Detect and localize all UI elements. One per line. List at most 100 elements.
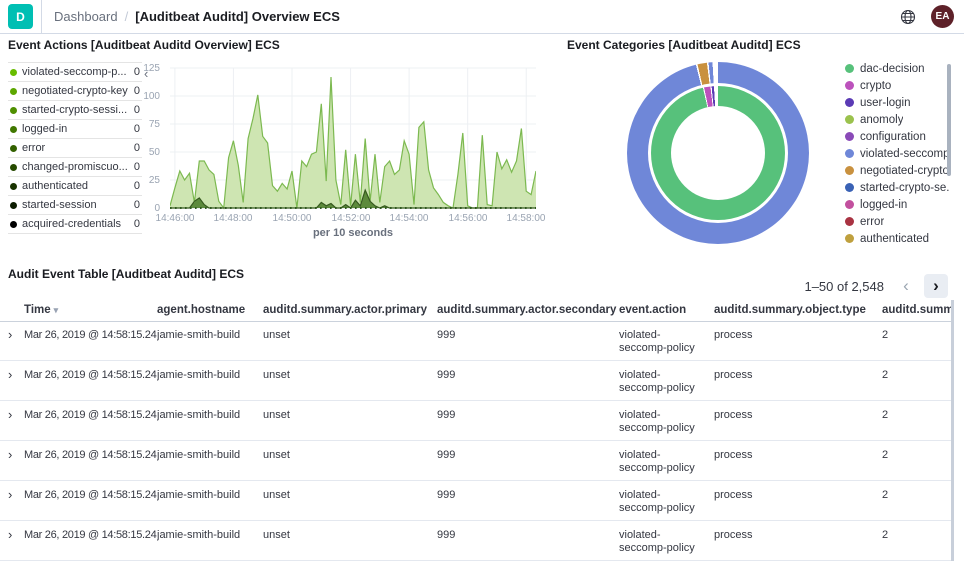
cell-summary: 2 xyxy=(882,409,889,421)
legend-color-dot xyxy=(845,132,854,141)
event-actions-legend-item[interactable]: violated-seccomp-p... 0 xyxy=(8,62,142,82)
legend-value: 0 xyxy=(133,180,140,192)
globe-icon[interactable] xyxy=(900,9,916,25)
row-expand-button[interactable]: › xyxy=(8,527,13,542)
legend-label: violated-seccomp-p... xyxy=(22,66,127,78)
table-row: › Mar 26, 2019 @ 14:58:15.245 jamie-smith-… xyxy=(0,481,952,521)
event-categories-legend-item[interactable]: authenticated xyxy=(845,230,949,247)
event-actions-legend-item[interactable]: acquired-credentials 0 xyxy=(8,215,142,234)
cell-agent-hostname: jamie-smith-build xyxy=(157,329,241,341)
legend-label: configuration xyxy=(860,130,926,143)
event-categories-donut-chart[interactable] xyxy=(627,62,809,244)
event-actions-legend-item[interactable]: error 0 xyxy=(8,139,142,158)
breadcrumb: Dashboard / [Auditbeat Auditd] Overview … xyxy=(54,9,340,24)
x-tick-label: 14:48:00 xyxy=(213,213,253,224)
column-header-time[interactable]: Time ▾ xyxy=(24,300,157,321)
y-tick-label: 25 xyxy=(148,175,160,186)
table-row: › Mar 26, 2019 @ 14:58:15.245 jamie-smith-… xyxy=(0,321,952,361)
legend-color-dot xyxy=(845,98,854,107)
event-categories-legend-item[interactable]: dac-decision xyxy=(845,60,949,77)
event-categories-legend-item[interactable]: user-login xyxy=(845,94,949,111)
legend-label: logged-in xyxy=(22,123,68,135)
column-header-auditd-summary-actor-primary[interactable]: auditd.summary.actor.primary xyxy=(263,300,437,321)
cell-event-action: violated-seccomp-policy xyxy=(619,489,695,514)
event-actions-legend-item[interactable]: logged-in 0 xyxy=(8,120,142,139)
legend-label: user-login xyxy=(860,96,911,109)
column-header-agent-hostname[interactable]: agent.hostname xyxy=(157,300,263,321)
legend-color-dot xyxy=(10,144,17,152)
table-row: › Mar 26, 2019 @ 14:58:15.245 jamie-smith-… xyxy=(0,401,952,441)
cell-actor-secondary: 999 xyxy=(437,329,456,341)
cell-summary: 2 xyxy=(882,529,889,541)
event-actions-legend-item[interactable]: negotiated-crypto-key 0 xyxy=(8,82,142,101)
row-expand-button[interactable]: › xyxy=(8,487,13,502)
cell-event-action: violated-seccomp-policy xyxy=(619,529,695,554)
topbar-divider xyxy=(41,0,42,33)
event-categories-legend-item[interactable]: negotiated-crypto... xyxy=(845,162,949,179)
row-expand-button[interactable]: › xyxy=(8,367,13,382)
event-actions-legend-item[interactable]: started-session 0 xyxy=(8,196,142,215)
event-actions-legend-item[interactable]: started-crypto-sessi... 0 xyxy=(8,101,142,120)
event-actions-legend: violated-seccomp-p... 0 negotiated-crypto-… xyxy=(8,62,142,234)
event-categories-legend-item[interactable]: error xyxy=(845,213,949,230)
row-expand-button[interactable]: › xyxy=(8,407,13,422)
cell-actor-primary: unset xyxy=(263,329,290,341)
legend-label: negotiated-crypto... xyxy=(860,164,949,177)
cell-actor-primary: unset xyxy=(263,449,290,461)
legend-label: started-crypto-se... xyxy=(860,181,949,194)
legend-value: 0 xyxy=(133,123,140,135)
cell-object-type: process xyxy=(714,529,753,541)
legend-label: logged-in xyxy=(860,198,908,211)
cell-object-type: process xyxy=(714,329,753,341)
cell-event-action: violated-seccomp-policy xyxy=(619,369,695,394)
column-header-auditd-summary[interactable]: auditd.summary xyxy=(882,300,952,321)
row-expand-button[interactable]: › xyxy=(8,327,13,342)
column-header-event-action[interactable]: event.action xyxy=(619,300,714,321)
pagination-next-button[interactable]: › xyxy=(924,274,948,298)
legend-label: changed-promiscuo... xyxy=(22,161,128,173)
legend-color-dot xyxy=(845,115,854,124)
legend-scrollbar[interactable] xyxy=(947,64,951,176)
cell-summary: 2 xyxy=(882,489,889,501)
column-header-label: Time xyxy=(24,304,51,316)
cell-time: Mar 26, 2019 @ 14:58:15.245 xyxy=(24,369,157,381)
column-header-auditd-summary-actor-secondary[interactable]: auditd.summary.actor.secondary xyxy=(437,300,619,321)
audit-table-panel-title: Audit Event Table [Auditbeat Auditd] ECS xyxy=(8,267,244,281)
x-tick-label: 14:54:00 xyxy=(389,213,429,224)
breadcrumb-dashboard-link[interactable]: Dashboard xyxy=(54,9,118,24)
cell-agent-hostname: jamie-smith-build xyxy=(157,449,241,461)
event-categories-legend: dac-decision crypto user-login anomoly confi… xyxy=(845,60,949,247)
table-row: › Mar 26, 2019 @ 14:58:15.245 jamie-smith-… xyxy=(0,361,952,401)
cell-actor-primary: unset xyxy=(263,489,290,501)
event-actions-legend-item[interactable]: authenticated 0 xyxy=(8,177,142,196)
legend-label: dac-decision xyxy=(860,62,925,75)
table-scrollbar[interactable] xyxy=(951,300,954,561)
user-avatar[interactable]: EA xyxy=(931,5,954,28)
legend-value: 0 xyxy=(133,85,140,97)
column-header-auditd-summary-object-type[interactable]: auditd.summary.object.type xyxy=(714,300,882,321)
pagination-prev-button[interactable]: ‹ xyxy=(903,276,909,295)
y-tick-label: 125 xyxy=(143,63,160,74)
legend-label: error xyxy=(22,142,46,154)
event-categories-legend-item[interactable]: configuration xyxy=(845,128,949,145)
legend-color-dot xyxy=(10,87,17,95)
event-categories-legend-item[interactable]: violated-seccomp... xyxy=(845,145,949,162)
cell-event-action: violated-seccomp-policy xyxy=(619,329,695,354)
legend-value: 0 xyxy=(133,142,140,154)
event-categories-legend-item[interactable]: logged-in xyxy=(845,196,949,213)
pagination-range-label: 1–50 of 2,548 xyxy=(804,278,884,294)
event-actions-legend-item[interactable]: changed-promiscuo... 0 xyxy=(8,158,142,177)
event-categories-legend-item[interactable]: crypto xyxy=(845,77,949,94)
legend-label: started-session xyxy=(22,199,97,211)
event-actions-panel-title: Event Actions [Auditbeat Auditd Overview… xyxy=(8,38,280,52)
app-logo[interactable]: D xyxy=(8,4,33,29)
event-categories-legend-item[interactable]: anomoly xyxy=(845,111,949,128)
legend-label: crypto xyxy=(860,79,892,92)
collapse-legend-icon[interactable]: ‹ xyxy=(144,66,149,81)
table-row: › Mar 26, 2019 @ 14:58:15.245 jamie-smith-… xyxy=(0,441,952,481)
legend-color-dot xyxy=(10,163,17,171)
row-expand-button[interactable]: › xyxy=(8,447,13,462)
event-categories-legend-item[interactable]: started-crypto-se... xyxy=(845,179,949,196)
table-header-spacer xyxy=(8,300,24,321)
legend-label: acquired-credentials xyxy=(22,218,122,230)
